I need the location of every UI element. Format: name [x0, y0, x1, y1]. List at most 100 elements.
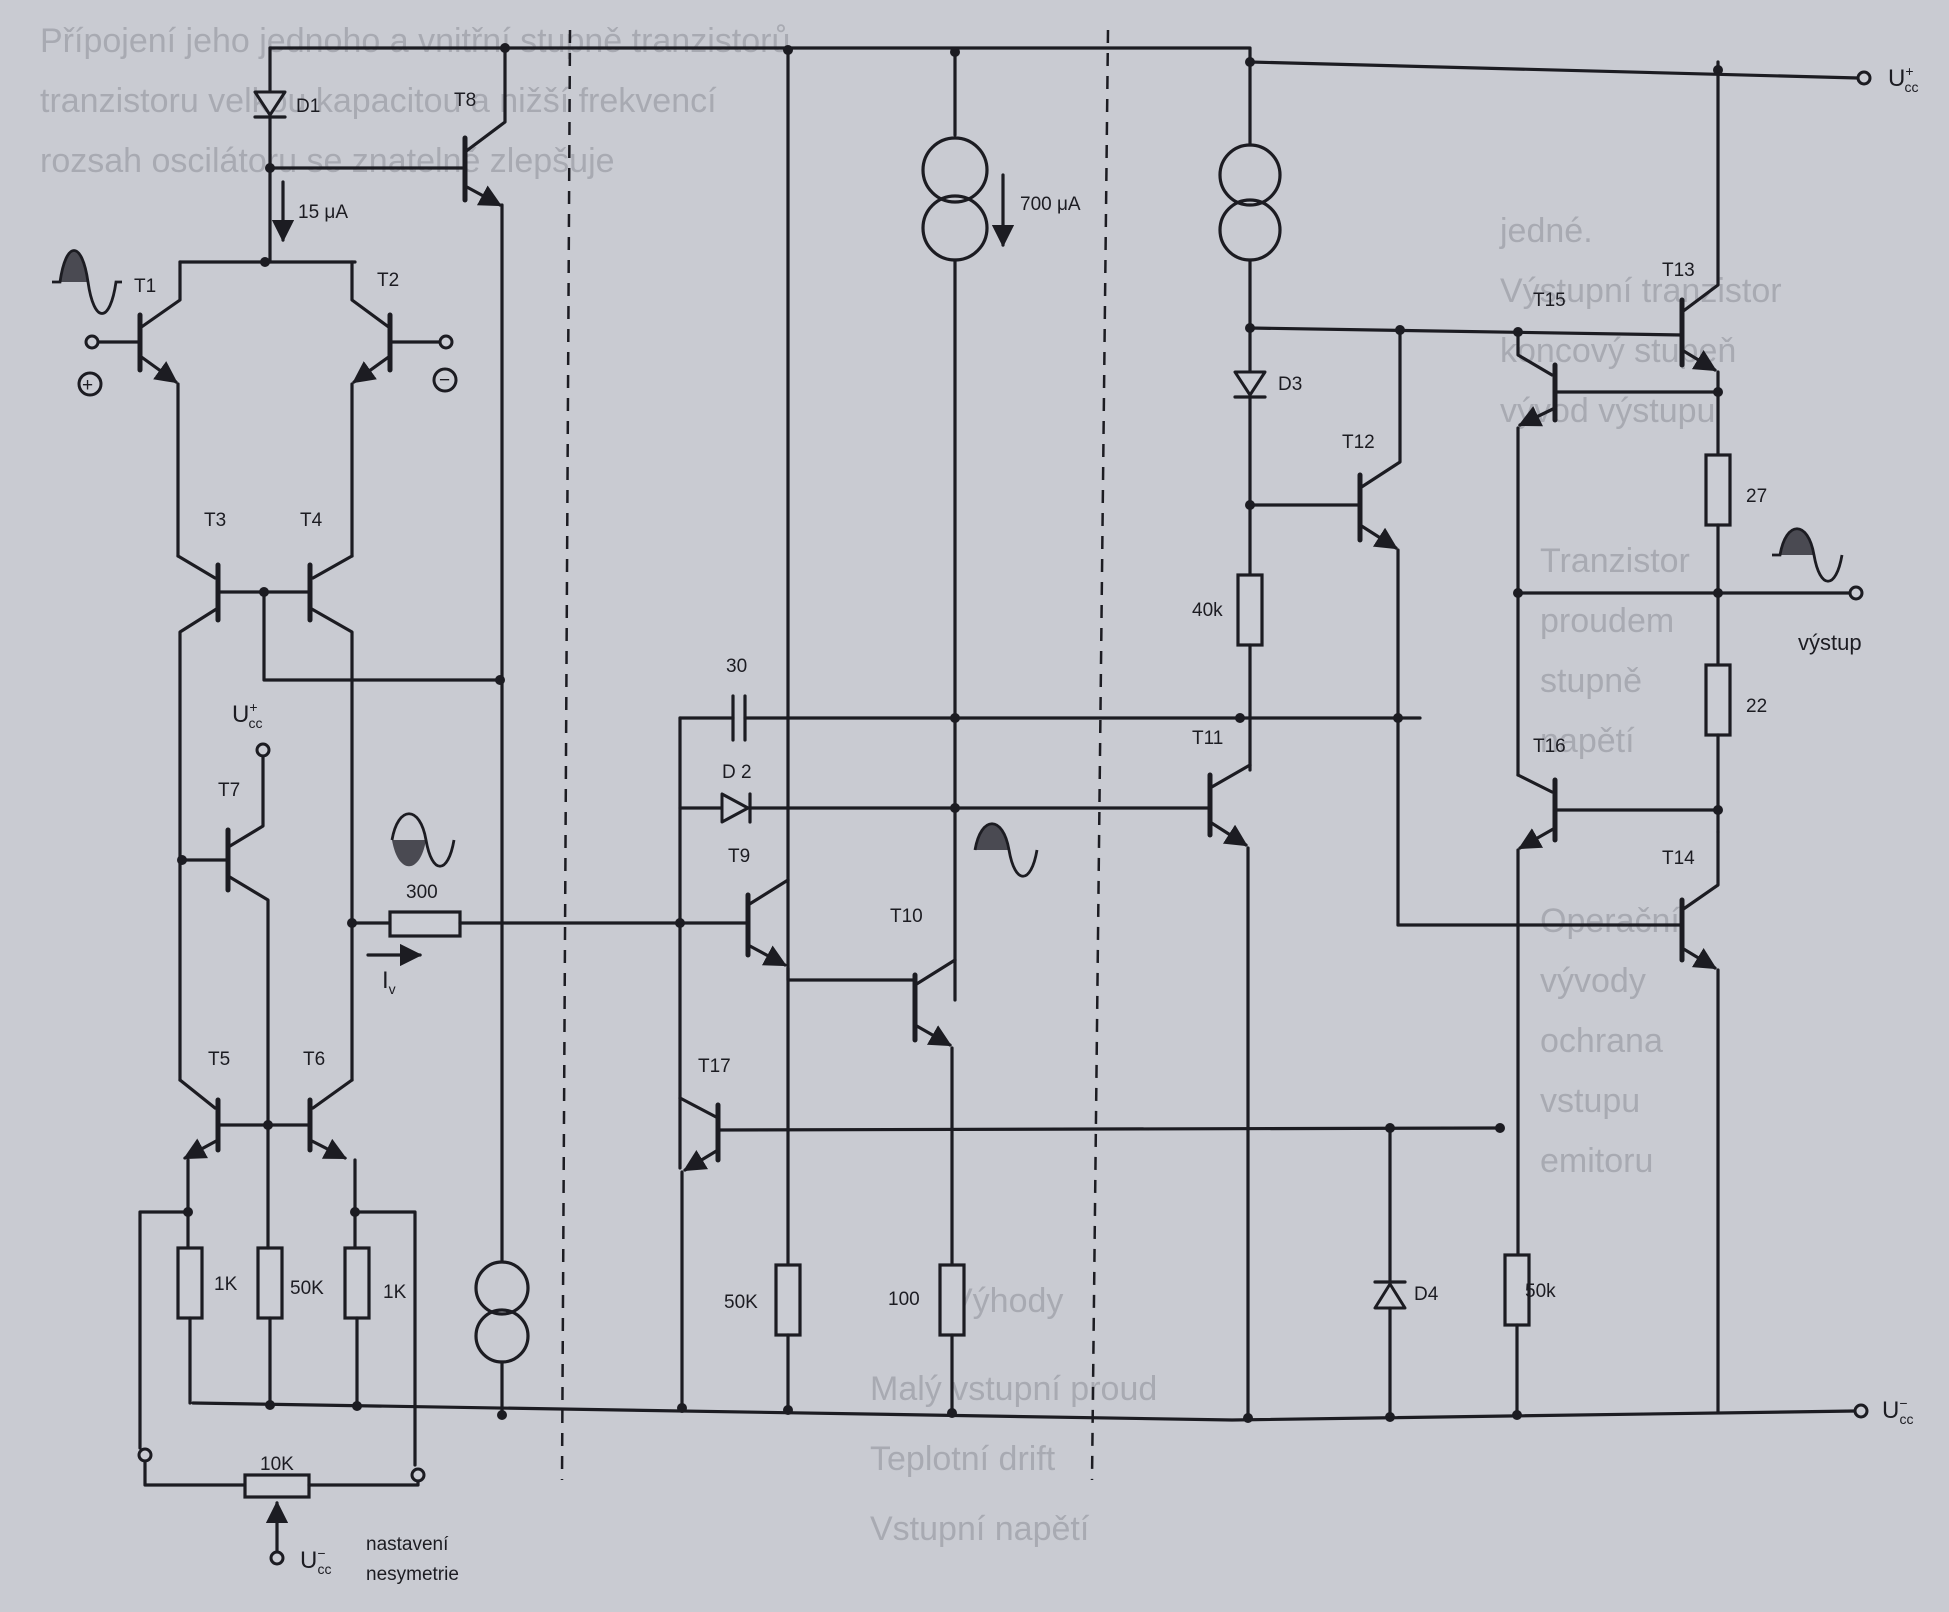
output-sine-icon	[1772, 527, 1844, 583]
svg-text:proudem: proudem	[1540, 602, 1674, 640]
label-t2: T2	[377, 270, 399, 291]
potentiometer-10k	[243, 1473, 311, 1499]
svg-text:vývody: vývody	[1540, 962, 1646, 1000]
label-ucc-plus-right: U+ cc	[1888, 63, 1919, 95]
separator-right	[1090, 29, 1110, 1481]
diode-d2	[720, 792, 750, 824]
label-t14: T14	[1662, 848, 1695, 869]
label-700ua: 700 μA	[1020, 194, 1081, 215]
label-t3: T3	[204, 510, 226, 531]
label-t11: T11	[1192, 728, 1223, 749]
label-nesymetrie: nesymetrie	[366, 1564, 459, 1585]
resistor-27	[1704, 453, 1732, 527]
transistor-t14	[1396, 830, 1720, 1414]
resistor-40k	[1236, 573, 1264, 647]
label-t1: T1	[134, 276, 156, 297]
label-r22: 22	[1746, 696, 1767, 717]
label-t16: T16	[1533, 736, 1566, 757]
label-r50k-right: 50k	[1525, 1281, 1556, 1302]
svg-text:Vstupní napětí: Vstupní napětí	[870, 1510, 1090, 1548]
svg-text:Operační: Operační	[1540, 902, 1680, 940]
label-t10: T10	[890, 906, 923, 927]
vcc-minus-rail	[191, 1401, 1857, 1422]
svg-text:Tranzistor: Tranzistor	[1540, 542, 1690, 580]
label-15ua: 15 μA	[298, 202, 348, 223]
label-r1k-left: 1K	[214, 1274, 238, 1295]
resistor-100	[938, 1263, 966, 1337]
svg-text:tranzistoru velkou kapacitou a: tranzistoru velkou kapacitou a nižší fre…	[40, 82, 717, 120]
label-c30: 30	[726, 656, 747, 677]
diode-d4	[1373, 1282, 1407, 1310]
label-t4: T4	[300, 510, 323, 531]
resistor-1k-right	[343, 1246, 371, 1320]
vcc-minus-terminal	[1853, 1403, 1869, 1419]
transistor-t6	[307, 1078, 354, 1160]
label-t8: T8	[454, 90, 476, 111]
svg-text:rozsah oscilátoru se znatelně: rozsah oscilátoru se znatelně zlepšuje	[40, 142, 615, 180]
label-d2: D 2	[722, 762, 752, 783]
svg-text:ochrana: ochrana	[1540, 1022, 1663, 1060]
label-d4: D4	[1414, 1284, 1439, 1305]
transistor-t5	[178, 1078, 221, 1160]
transistor-t15	[1516, 330, 1720, 777]
label-r100: 100	[888, 1289, 920, 1310]
svg-text:Teplotní drift: Teplotní drift	[870, 1440, 1056, 1478]
label-r300: 300	[406, 882, 438, 903]
label-t6: T6	[303, 1049, 325, 1070]
label-r40k: 40k	[1192, 600, 1223, 621]
current-source-700ua	[921, 136, 989, 262]
svg-text:stupně: stupně	[1540, 662, 1642, 700]
label-t12: T12	[1342, 432, 1375, 453]
svg-text:Výhody: Výhody	[950, 1282, 1063, 1320]
label-iv: Iv	[382, 967, 396, 997]
label-d3: D3	[1278, 374, 1302, 395]
resistor-50k-left	[256, 1246, 284, 1320]
label-vystup: výstup	[1798, 630, 1862, 655]
current-source-left	[474, 1260, 530, 1364]
plus-input-symbol: +	[77, 371, 103, 397]
label-t5: T5	[208, 1049, 230, 1070]
current-source-right	[1218, 143, 1282, 262]
svg-text:vstupu: vstupu	[1540, 1082, 1640, 1120]
label-t15: T15	[1533, 290, 1566, 311]
diode-d1	[253, 90, 287, 117]
diode-d3	[1233, 370, 1267, 397]
mid-sine-icon	[390, 812, 456, 868]
resistor-50k-mid	[774, 1263, 802, 1337]
input-sine-icon	[52, 249, 122, 315]
transistor-t3	[176, 554, 221, 1082]
resistor-1k-left	[176, 1246, 204, 1320]
svg-text:+: +	[82, 375, 93, 396]
transistor-t8	[462, 46, 507, 1262]
svg-text:Malý vstupní proud: Malý vstupní proud	[870, 1370, 1157, 1408]
vcc-plus-terminal	[1856, 70, 1872, 86]
label-r50k-mid: 50K	[724, 1292, 758, 1313]
transistor-t10	[912, 958, 957, 1267]
t10-sine-icon	[973, 822, 1039, 878]
svg-text:emitoru: emitoru	[1540, 1142, 1653, 1180]
transistor-t4	[307, 554, 354, 1082]
transistor-t1	[93, 260, 182, 558]
label-r10k: 10K	[260, 1454, 294, 1475]
resistor-300	[388, 910, 462, 938]
resistor-50k-right	[1503, 1253, 1531, 1327]
svg-text:Výstupní tranzistor: Výstupní tranzistor	[1500, 272, 1782, 310]
transistor-t12	[1357, 328, 1402, 927]
transistor-t16	[1516, 773, 1720, 1257]
label-t17: T17	[698, 1056, 731, 1077]
label-t9: T9	[728, 846, 750, 867]
label-t13: T13	[1662, 260, 1695, 281]
transistor-t11	[1207, 763, 1252, 1420]
separator-left	[560, 29, 572, 1481]
label-r50k-left: 50K	[290, 1278, 324, 1299]
label-r27: 27	[1746, 486, 1767, 507]
minus-input-symbol: −	[432, 367, 458, 393]
svg-text:Přípojení jeho jednoho a vnitř: Přípojení jeho jednoho a vnitřní stupně …	[40, 22, 790, 60]
svg-text:jedné.: jedné.	[1499, 212, 1593, 250]
svg-text:−: −	[439, 370, 450, 391]
transistor-t2	[350, 260, 444, 558]
svg-text:napětí: napětí	[1540, 722, 1635, 760]
transistor-t17	[678, 1096, 1502, 1407]
